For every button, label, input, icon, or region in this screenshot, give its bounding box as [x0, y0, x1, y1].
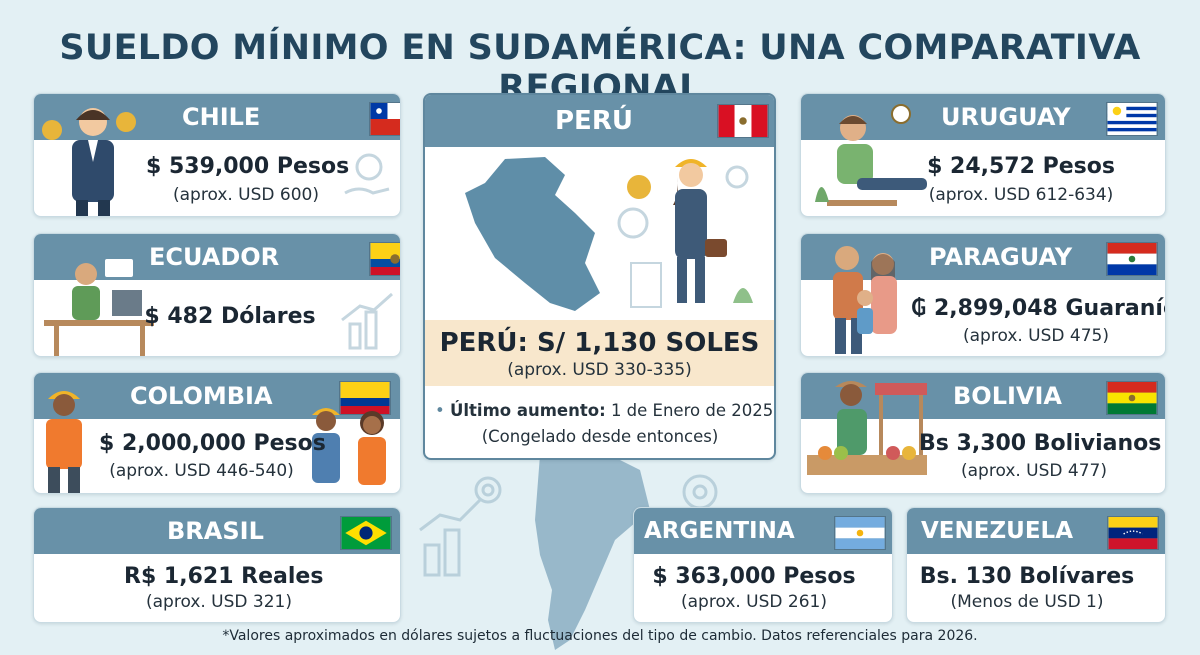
country-name: COLOMBIA [130, 382, 273, 410]
peru-map-icon [465, 157, 600, 311]
workers-icon [312, 408, 386, 485]
relaxing-man-icon [815, 104, 927, 206]
peru-last-raise: • Último aumento: 1 de Enero de 2025 [435, 401, 773, 420]
flag-chile-icon [369, 102, 400, 136]
card-ecuador: ECUADOR $ 482 Dólares [33, 233, 401, 357]
amount-text: $ 2,000,000 Pesos [99, 431, 326, 456]
card-argentina: ARGENTINA $ 363,000 Pesos (aprox. USD 26… [633, 507, 893, 623]
country-name: URUGUAY [941, 103, 1071, 131]
card-peru: PERÚ PERÚ: S/ 1,130 SOLES (aprox. USD 33… [423, 93, 776, 460]
engineer-woman-icon [617, 159, 753, 308]
peru-frozen-note: (Congelado desde entonces) [481, 427, 719, 446]
card-colombia: COLOMBIA $ 2,000,000 Pesos (aprox. USD 4… [33, 372, 401, 494]
card-header [801, 234, 1165, 280]
flag-uruguay-icon [1106, 102, 1158, 136]
country-name: VENEZUELA [921, 518, 1073, 544]
amount-text: R$ 1,621 Reales [124, 564, 324, 589]
chart-decor-icon [419, 498, 482, 577]
approx-text: (aprox. USD 600) [172, 185, 319, 205]
amount-text: $ 482 Dólares [144, 304, 316, 329]
approx-text: (aprox. USD 446-540) [109, 461, 294, 481]
card-header [34, 508, 400, 554]
amount-text: ₲ 2,899,048 Guaraníes [911, 296, 1166, 321]
continent-map-icon [535, 450, 650, 650]
country-name: ARGENTINA [644, 518, 795, 544]
card-bolivia: BOLIVIA Bs 3,300 Bolivianos (aprox. USD … [800, 372, 1166, 494]
businessman-icon [42, 108, 136, 216]
country-name: CHILE [182, 103, 261, 131]
approx-text: (Menos de USD 1) [950, 592, 1104, 612]
country-name: BOLIVIA [953, 382, 1062, 410]
family-icon [833, 246, 897, 354]
amount-text: $ 539,000 Pesos [146, 154, 350, 179]
office-worker-icon [44, 257, 154, 356]
approx-text: (aprox. USD 261) [680, 592, 827, 612]
card-chile: CHILE $ 539,000 Pesos (aprox. USD 600) [33, 93, 401, 217]
approx-text: (aprox. USD 612-634) [928, 185, 1114, 205]
bullet-icon: • [435, 401, 445, 420]
approx-text: (aprox. USD 477) [960, 461, 1107, 481]
footnote: *Valores aproximados en dólares sujetos … [222, 628, 978, 644]
last-raise-date: 1 de Enero de 2025 [610, 401, 774, 420]
construction-worker-icon [46, 391, 82, 493]
flag-bolivia-icon [1106, 381, 1158, 415]
country-name: PARAGUAY [929, 243, 1073, 271]
amount-text: Bs. 130 Bolívares [919, 564, 1135, 589]
flag-ecuador-icon [369, 242, 400, 276]
amount-text: $ 363,000 Pesos [652, 564, 856, 589]
amount-text: $ 24,572 Pesos [927, 154, 1115, 179]
peru-approx-text: (aprox. USD 330-335) [507, 360, 692, 380]
money-hand-icon [344, 153, 390, 195]
market-vendor-icon [807, 381, 927, 475]
flag-peru-icon [717, 104, 769, 138]
flag-venezuela-icon [1107, 516, 1159, 550]
country-name: BRASIL [167, 517, 264, 545]
card-paraguay: PARAGUAY ₲ 2,899,048 Guaraníes (aprox. U… [800, 233, 1166, 357]
approx-text: (aprox. USD 475) [962, 326, 1109, 346]
card-venezuela: VENEZUELA Bs. 130 Bolívares (Menos de US… [906, 507, 1166, 623]
amount-text: Bs 3,300 Bolivianos [919, 431, 1162, 456]
flag-paraguay-icon [1106, 242, 1158, 276]
approx-text: (aprox. USD 321) [145, 592, 292, 612]
card-uruguay: URUGUAY $ 24,572 Pesos (aprox. USD 612-6… [800, 93, 1166, 217]
growth-chart-icon [341, 292, 393, 350]
peru-amount-text: PERÚ: S/ 1,130 SOLES [439, 328, 760, 358]
card-brasil: BRASIL R$ 1,621 Reales (aprox. USD 321) [33, 507, 401, 623]
flag-argentina-icon [834, 516, 886, 550]
flag-brasil-icon [340, 516, 392, 550]
country-name: PERÚ [555, 106, 633, 136]
last-raise-label: Último aumento: [449, 401, 606, 420]
peru-highlight-band [425, 320, 774, 386]
card-header [425, 95, 774, 147]
country-name: ECUADOR [149, 243, 280, 271]
